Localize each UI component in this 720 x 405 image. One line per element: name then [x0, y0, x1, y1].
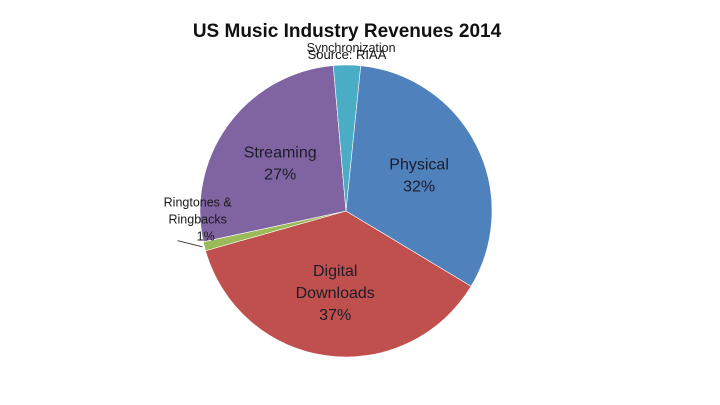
pie-labels: Digital Downloads 37% Ringtones & Ringbacks 1… — [164, 41, 449, 324]
slice-physical — [345, 65, 493, 287]
label-digital-downloads: Digital Downloads 37% — [296, 263, 375, 324]
pie-slices — [199, 64, 493, 358]
slice-streaming — [199, 65, 347, 243]
label-physical: Physical 32% — [389, 156, 449, 195]
chart-subtitle: Source: RIAA — [308, 47, 387, 62]
label-ringtones-and-ringbacks: Ringtones & Ringbacks 1% — [164, 196, 233, 244]
chart-title: US Music Industry Revenues 2014 — [193, 21, 502, 42]
leader-line-ringtones-and-ringbacks — [177, 240, 203, 248]
slice-digital-downloads — [205, 210, 472, 358]
label-streaming: Streaming 27% — [244, 145, 317, 184]
label-synchronization: Synchronization — [307, 41, 396, 55]
